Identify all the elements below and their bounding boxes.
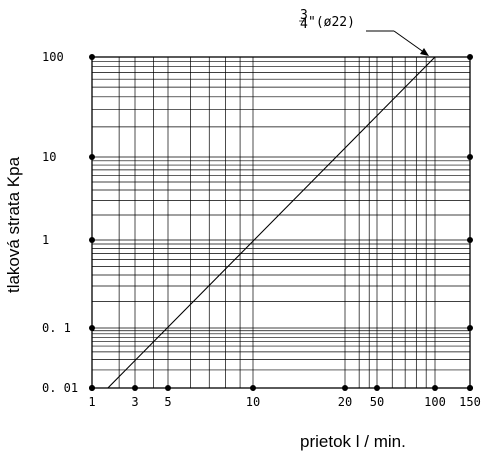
x-tick-label: 5: [164, 395, 171, 409]
series-line: [107, 56, 436, 389]
y-tick-dot-left: [89, 154, 95, 160]
x-tick-dot: [374, 385, 380, 391]
annotation-fraction-numerator: 3: [300, 8, 308, 23]
y-tick-dot-left: [89, 385, 95, 391]
y-tick-label: 10: [42, 150, 56, 164]
plot-frame: [91, 56, 471, 389]
annotation-fraction-denominator: 4: [300, 17, 308, 32]
x-tick-dot: [165, 385, 171, 391]
y-tick-dot-right: [467, 385, 473, 391]
x-tick-label: 100: [424, 395, 446, 409]
annotation-label: "(ø22): [308, 15, 355, 30]
y-tick-dot-left: [89, 325, 95, 331]
y-tick-label: 0. 01: [42, 381, 78, 395]
y-tick-label: 100: [42, 50, 64, 64]
x-tick-label: 20: [338, 395, 352, 409]
x-tick-label: 50: [370, 395, 384, 409]
x-tick-label: 1: [88, 395, 95, 409]
y-tick-dot-right: [467, 154, 473, 160]
y-tick-dot-right: [467, 325, 473, 331]
x-tick-dot: [342, 385, 348, 391]
x-tick-dot: [132, 385, 138, 391]
x-tick-dot: [250, 385, 256, 391]
y-tick-dot-right: [467, 237, 473, 243]
y-tick-label: 1: [42, 233, 49, 247]
tick-labels: 1 3 5 10 20 50 100 150 0. 01 0. 1 1 10 100: [42, 50, 481, 409]
y-tick-label: 0. 1: [42, 321, 71, 335]
y-axis-title: tlaková strata Kpa: [4, 156, 23, 293]
annotation-leader-line: [393, 30, 426, 54]
x-axis-title: prietok l / min.: [300, 432, 406, 451]
x-tick-label: 10: [246, 395, 260, 409]
grid: [92, 57, 470, 388]
series-layer: [107, 56, 436, 389]
y-tick-dot-left: [89, 237, 95, 243]
x-tick-label: 3: [131, 395, 138, 409]
x-tick-label: 150: [459, 395, 481, 409]
y-tick-dot-left: [89, 54, 95, 60]
annotation-arrowhead: [420, 48, 429, 56]
x-tick-dot: [432, 385, 438, 391]
annotation-layer: 34 "(ø22): [299, 8, 429, 56]
y-tick-dot-right: [467, 54, 473, 60]
